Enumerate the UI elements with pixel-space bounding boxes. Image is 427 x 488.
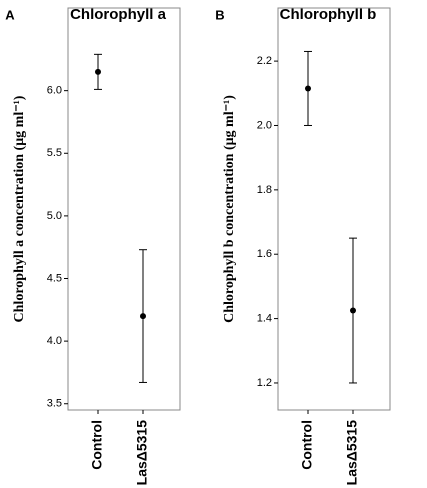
y-tick-label: 4.5 (47, 272, 62, 284)
y-axis-label: Chlorophyll a concentration (μg ml⁻¹) (12, 95, 27, 322)
plot-frame (67, 7, 181, 411)
panel-label: A (5, 7, 15, 22)
y-tick-label: 1.6 (257, 248, 272, 260)
y-axis-label: Chlorophyll b concentration (μg ml⁻¹) (222, 95, 237, 323)
y-tick-label: 3.5 (47, 398, 62, 410)
x-tick-label: Control (299, 420, 315, 470)
plot-frame (277, 7, 391, 411)
point (95, 68, 101, 75)
y-tick-label: 2.0 (257, 119, 272, 131)
y-tick-label: 1.4 (257, 312, 272, 324)
y-tick-label: 1.2 (257, 377, 272, 389)
x-tick-label: LasΔ5315 (344, 420, 360, 486)
y-tick-label: 2.2 (257, 55, 272, 67)
x-tick-label: LasΔ5315 (134, 420, 150, 486)
point (305, 85, 311, 92)
y-tick-label: 5.0 (47, 210, 62, 222)
y-tick-label: 6.0 (47, 85, 62, 97)
y-tick-label: 5.5 (47, 147, 62, 159)
chart-title: Chlorophyll b (280, 6, 377, 23)
point (140, 313, 146, 320)
y-tick-label: 4.0 (47, 335, 62, 347)
panel-label: B (215, 7, 224, 22)
point (350, 307, 356, 314)
x-tick-label: Control (89, 420, 105, 470)
y-tick-label: 1.8 (257, 184, 272, 196)
chart-title: Chlorophyll a (70, 6, 166, 23)
